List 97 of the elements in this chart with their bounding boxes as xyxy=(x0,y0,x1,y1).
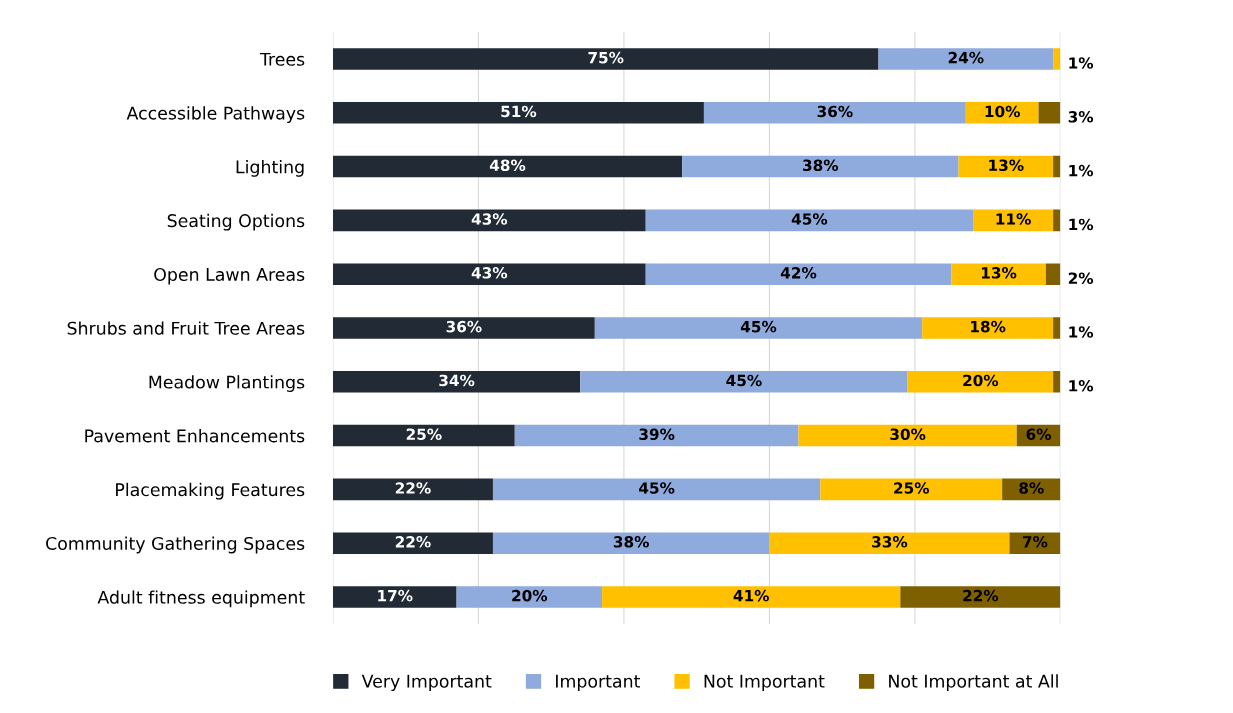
data-label: 8% xyxy=(1019,482,1044,494)
bar xyxy=(456,586,603,608)
bar xyxy=(798,424,1017,447)
bar xyxy=(703,102,966,124)
bar xyxy=(1053,371,1061,393)
data-label: 38% xyxy=(803,159,839,172)
data-label: 2% xyxy=(1068,272,1094,284)
bar xyxy=(332,48,879,70)
bar xyxy=(645,263,952,285)
y-tick-label: Meadow Plantings xyxy=(149,375,305,392)
data-label: 42% xyxy=(780,267,817,279)
data-label: 1% xyxy=(1069,380,1094,392)
data-label: 51% xyxy=(501,105,537,118)
bar xyxy=(332,155,683,178)
data-label: 36% xyxy=(446,320,482,333)
data-label: 10% xyxy=(985,105,1020,118)
data-label: 41% xyxy=(733,589,769,602)
legend-label: Very Important xyxy=(361,674,492,692)
data-label: 7% xyxy=(1022,536,1048,548)
data-label: 1% xyxy=(1069,57,1094,69)
data-label: 25% xyxy=(894,482,930,494)
data-label: 1% xyxy=(1069,218,1094,231)
data-label: 13% xyxy=(981,267,1017,279)
bar xyxy=(332,586,457,608)
data-label: 39% xyxy=(639,428,675,441)
y-tick-label: Accessible Pathways xyxy=(126,106,305,123)
data-label: 45% xyxy=(791,213,828,225)
data-label: 24% xyxy=(948,51,984,64)
data-label: 13% xyxy=(989,159,1024,172)
bar xyxy=(332,209,646,232)
data-label: 33% xyxy=(872,536,908,548)
data-label: 43% xyxy=(471,267,508,279)
bar xyxy=(332,532,493,554)
y-tick-label: Adult fitness equipment xyxy=(97,590,305,608)
data-label: 11% xyxy=(996,213,1031,225)
bar xyxy=(965,102,1039,124)
bar xyxy=(1053,317,1061,339)
legend-label: Not Important xyxy=(704,674,825,692)
y-tick-label: Shrubs and Fruit Tree Areas xyxy=(67,321,305,335)
bar xyxy=(682,155,959,178)
y-tick-label: Pavement Enhancements xyxy=(85,428,305,443)
bar xyxy=(580,371,908,393)
data-label: 75% xyxy=(588,51,624,64)
data-label: 38% xyxy=(613,536,649,548)
bar xyxy=(645,209,974,232)
data-label: 45% xyxy=(740,320,777,333)
y-tick-label: Placemaking Features xyxy=(116,482,305,500)
bar xyxy=(922,317,1054,339)
data-label: 30% xyxy=(890,428,926,441)
data-label: 45% xyxy=(639,482,675,494)
legend-label: Important xyxy=(556,674,640,692)
data-label: 18% xyxy=(971,320,1006,333)
data-label: 3% xyxy=(1068,111,1094,123)
data-label: 36% xyxy=(817,105,853,118)
bar xyxy=(492,532,770,554)
bar xyxy=(332,424,515,447)
data-label: 45% xyxy=(726,374,762,387)
data-label: 48% xyxy=(489,159,526,172)
bar xyxy=(900,586,1061,608)
y-tick-label: Community Gathering Spaces xyxy=(46,536,305,554)
data-label: 22% xyxy=(395,482,431,494)
bar xyxy=(1053,48,1061,70)
bar xyxy=(1045,263,1061,285)
bar xyxy=(820,478,1003,501)
bar xyxy=(332,102,704,124)
data-label: 17% xyxy=(378,589,413,602)
bar xyxy=(332,317,595,339)
bar xyxy=(332,478,493,501)
bar xyxy=(1053,209,1061,232)
bar xyxy=(1009,532,1061,554)
bar xyxy=(1038,102,1061,124)
data-label: 22% xyxy=(963,589,999,602)
data-label: 34% xyxy=(439,374,475,387)
data-label: 43% xyxy=(471,213,508,225)
bar xyxy=(878,48,1054,70)
bar xyxy=(907,371,1054,393)
data-label: 1% xyxy=(1069,164,1094,177)
bar xyxy=(1053,155,1061,178)
data-label: 1% xyxy=(1069,326,1094,338)
data-label: 6% xyxy=(1026,428,1052,441)
y-tick-label: Lighting xyxy=(236,159,304,177)
bar xyxy=(514,424,799,447)
bar xyxy=(332,371,581,393)
bar xyxy=(492,478,821,501)
data-label: 22% xyxy=(395,536,431,548)
bar xyxy=(769,532,1010,554)
bar xyxy=(594,317,923,339)
legend-label: Not Important at All xyxy=(889,674,1058,692)
data-label: 20% xyxy=(512,589,548,602)
bar xyxy=(332,263,646,285)
bar xyxy=(602,586,901,608)
y-tick-label: Trees xyxy=(259,52,305,66)
y-tick-label: Seating Options xyxy=(167,213,305,231)
bar xyxy=(951,263,1046,285)
y-tick-label: Open Lawn Areas xyxy=(154,267,305,285)
data-label: 20% xyxy=(963,374,999,387)
data-label: 25% xyxy=(406,428,442,441)
